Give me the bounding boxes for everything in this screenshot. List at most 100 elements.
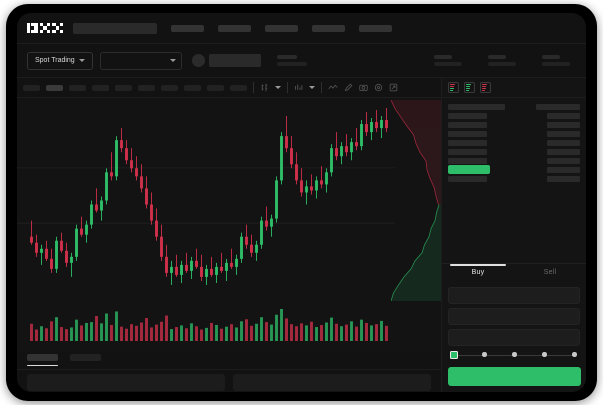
timeframe-2[interactable]	[69, 84, 86, 91]
pair-name	[208, 54, 261, 67]
stat-value	[488, 62, 516, 66]
chart-type-icon[interactable]	[260, 83, 269, 92]
nav-item-4[interactable]	[359, 24, 393, 32]
okx-logo-icon[interactable]	[27, 22, 64, 34]
orderbook-ask-row[interactable]	[448, 129, 580, 138]
timeframe-4[interactable]	[115, 84, 132, 91]
timeframe-5[interactable]	[138, 84, 155, 91]
bottom-tab-label	[27, 353, 58, 361]
timeframe-1[interactable]	[46, 84, 63, 91]
pencil-icon[interactable]	[344, 83, 353, 92]
col-header-size	[536, 103, 580, 110]
market-info-bar: Spot Trading	[17, 44, 586, 78]
bottom-tabs	[17, 351, 441, 370]
settings-icon[interactable]	[374, 83, 383, 92]
camera-icon[interactable]	[359, 83, 368, 92]
tablet-device-frame: Spot Trading	[6, 4, 597, 401]
slider-stop-75[interactable]	[542, 352, 547, 357]
nav-item-1[interactable]	[218, 24, 252, 32]
toolbar-divider	[253, 82, 254, 93]
ask-price	[448, 139, 487, 146]
nav-item-3[interactable]	[312, 24, 346, 32]
nav-item-2[interactable]	[265, 24, 299, 32]
timeframe-3[interactable]	[92, 84, 109, 91]
submit-order-button[interactable]	[448, 367, 581, 386]
stat-label	[434, 55, 452, 59]
orderbook-ask-row[interactable]	[448, 138, 580, 147]
chart-type-dropdown-icon[interactable]	[275, 86, 281, 89]
orderbook-ask-row[interactable]	[448, 111, 580, 120]
total-field[interactable]	[448, 329, 580, 346]
active-tab-indicator	[450, 264, 506, 266]
price-change	[276, 62, 307, 66]
search-input[interactable]	[73, 22, 158, 34]
toolbar-divider	[287, 82, 288, 93]
line-tool-icon[interactable]	[328, 83, 338, 92]
orderbook-bid-row[interactable]	[448, 174, 580, 183]
orderbook-ask-row[interactable]	[448, 120, 580, 129]
orderbook[interactable]	[442, 98, 586, 183]
timeframe-7[interactable]	[184, 84, 201, 91]
trading-mode-selector[interactable]: Spot Trading	[27, 51, 93, 70]
ask-price	[448, 121, 487, 128]
amount-field[interactable]	[448, 308, 580, 325]
mid-price	[448, 165, 490, 174]
indicators-dropdown-icon[interactable]	[309, 86, 315, 89]
ticker-stat-2	[542, 55, 570, 66]
stat-label	[488, 55, 506, 59]
orderbook-mid-price-row	[448, 165, 580, 174]
stat-label	[542, 55, 560, 59]
ticker-stat-1	[488, 55, 516, 66]
orderbook-ask-row[interactable]	[448, 156, 580, 165]
orderbook-column-headers	[448, 102, 580, 111]
candlestick-chart[interactable]	[17, 98, 441, 303]
bottom-tab-label	[70, 353, 101, 361]
ask-size	[547, 130, 580, 137]
bottom-panel-1[interactable]	[233, 374, 431, 391]
depth-bids-icon[interactable]	[464, 82, 475, 93]
price-field[interactable]	[448, 287, 580, 304]
fullscreen-icon[interactable]	[389, 83, 398, 92]
bottom-tab-1[interactable]	[70, 353, 101, 366]
ask-size	[547, 157, 580, 164]
app-header	[17, 13, 586, 44]
nav-item-0[interactable]	[171, 24, 205, 32]
depth-chart-overlay	[391, 99, 441, 302]
pair-selector[interactable]	[99, 51, 182, 70]
ask-size	[547, 121, 580, 128]
ask-size	[547, 139, 580, 146]
timeframe-6[interactable]	[161, 84, 178, 91]
order-form	[442, 287, 586, 350]
bottom-panels	[17, 370, 441, 392]
ticker-stats	[434, 55, 576, 66]
ask-price	[448, 148, 487, 155]
mid-size	[547, 166, 580, 173]
bottom-panel-0[interactable]	[27, 374, 225, 391]
timeframe-0[interactable]	[23, 84, 40, 91]
slider-stop-50[interactable]	[512, 352, 517, 357]
right-sidebar: Buy Sell	[441, 78, 586, 392]
ticker-stat-0	[434, 55, 462, 66]
toolbar-divider	[321, 82, 322, 93]
orderbook-header	[442, 78, 586, 98]
last-price-block	[276, 55, 307, 66]
tab-buy[interactable]: Buy	[471, 269, 485, 276]
chart-toolbar	[17, 78, 441, 98]
orderbook-ask-row[interactable]	[448, 147, 580, 156]
chevron-down-icon	[78, 59, 85, 62]
ask-size	[547, 112, 580, 119]
depth-both-icon[interactable]	[448, 82, 459, 93]
slider-stop-100[interactable]	[572, 352, 577, 357]
timeframe-8[interactable]	[207, 84, 224, 91]
slider-stop-25[interactable]	[482, 352, 487, 357]
order-form-tabs: Buy Sell	[442, 263, 586, 287]
chevron-down-icon	[169, 59, 176, 62]
indicators-icon[interactable]	[294, 83, 303, 92]
percent-slider[interactable]	[450, 350, 578, 360]
bottom-tab-0[interactable]	[27, 353, 58, 367]
slider-handle[interactable]	[450, 351, 458, 359]
timeframe-9[interactable]	[230, 84, 247, 91]
ask-price	[448, 130, 487, 137]
tab-sell[interactable]: Sell	[543, 269, 557, 276]
depth-asks-icon[interactable]	[480, 82, 491, 93]
